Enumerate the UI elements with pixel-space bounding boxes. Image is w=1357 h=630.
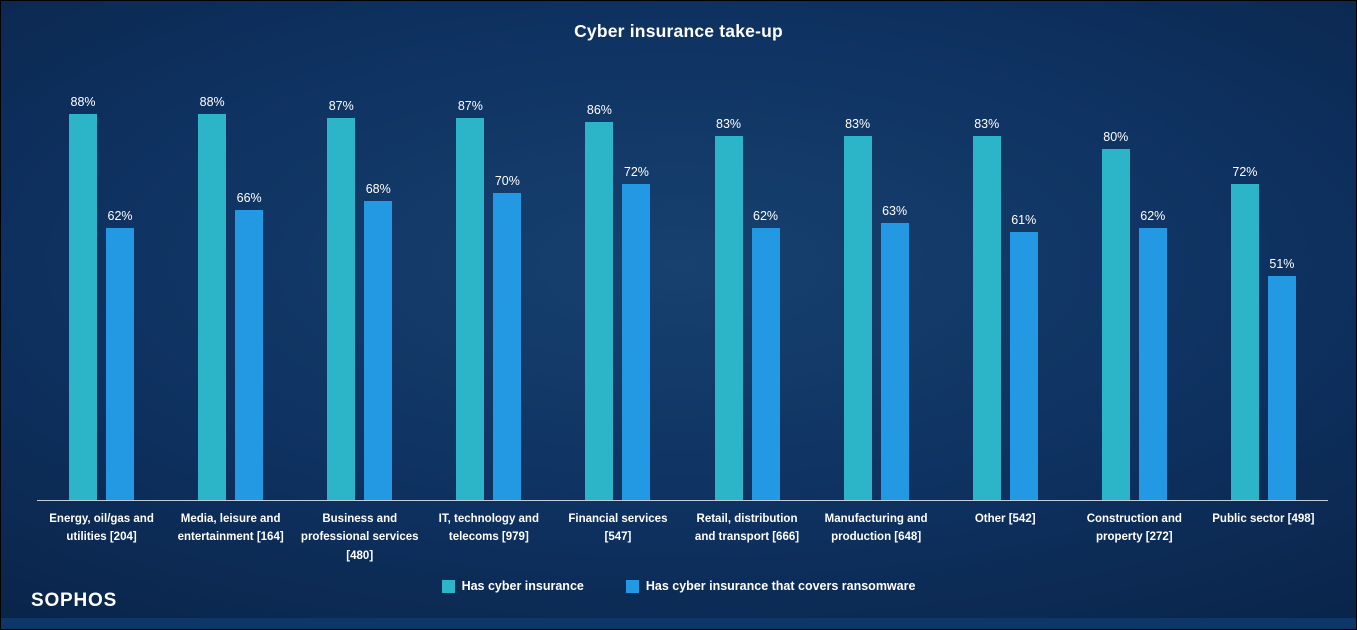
bar-wrap: 62% [106,61,135,500]
bar [1230,183,1259,500]
bar-wrap: 83% [714,61,743,500]
legend-label: Has cyber insurance [461,579,584,593]
bar-group: 87% 70% [424,61,553,500]
bar-wrap: 88% [69,61,98,500]
category-label: Public sector [498] [1212,513,1315,525]
bar [327,118,356,500]
bar [880,223,909,500]
chart-title: Cyber insurance take-up [574,21,783,41]
bar [585,122,614,500]
bar [843,135,872,500]
bar-wrap: 72% [1230,61,1259,500]
legend-swatch [441,579,455,593]
bar [751,227,780,500]
bar-value-label: 83% [974,116,1000,131]
legend: Has cyber insurance Has cyber insurance t… [1,579,1356,593]
bar-group: 72% 51% [1199,61,1328,500]
bar-group: 80% 62% [1070,61,1199,500]
bar [1009,232,1038,500]
bar [235,210,264,500]
bar-value-label: 51% [1269,257,1295,272]
bar-wrap: 83% [843,61,872,500]
category-label: Construction and property [272] [1086,513,1182,544]
bar-wrap: 68% [364,61,393,500]
category-label: Media, leisure and entertainment [164] [177,513,284,544]
bar [1267,276,1296,500]
bar-value-label: 61% [1011,213,1037,228]
sophos-logo: SOPHOS [31,590,118,611]
bar-value-label: 72% [1232,164,1258,179]
category-label: Business and professional services [480] [300,513,419,562]
bar-wrap: 61% [1009,61,1038,500]
legend-item: Has cyber insurance [441,579,584,593]
bar-group: 83% 62% [682,61,811,500]
bar-value-label: 87% [328,99,354,114]
bar [1138,227,1167,500]
bar-value-label: 62% [1140,208,1166,223]
category-label: Financial services [547] [568,513,668,544]
bar-wrap: 66% [235,61,264,500]
bar-wrap: 72% [622,61,651,500]
bar-value-label: 88% [70,94,96,109]
bar-value-label: 66% [236,191,262,206]
bar-value-label: 62% [107,208,133,223]
bar-group: 88% 62% [37,61,166,500]
bar-wrap: 88% [198,61,227,500]
bar [364,201,393,500]
bar [456,118,485,500]
bar-group: 83% 61% [941,61,1070,500]
bar-wrap: 51% [1267,61,1296,500]
bars-row: 88% 62% 88% 66% 87% 68% 87% 70% 86% 72% 83% 62% 83% 6… [37,61,1328,501]
legend-swatch [625,579,639,593]
bar [622,183,651,500]
bar [714,135,743,500]
bar-wrap: 80% [1101,61,1130,500]
legend-item: Has cyber insurance that covers ransomwa… [625,579,916,593]
bar-value-label: 72% [623,164,649,179]
bar-value-label: 62% [753,208,779,223]
category-label: Retail, distribution and transport [666] [694,513,800,544]
bar-value-label: 87% [457,99,483,114]
bar-value-label: 88% [199,94,225,109]
bar-wrap: 87% [327,61,356,500]
bar-value-label: 70% [494,173,520,188]
bar-wrap: 62% [751,61,780,500]
category-label: Other [542] [974,513,1036,525]
bar-value-label: 83% [845,116,871,131]
bar-value-label: 83% [716,116,742,131]
bar [493,192,522,500]
bar-value-label: 86% [586,103,612,118]
bar-wrap: 83% [972,61,1001,500]
category-label: Manufacturing and production [648] [824,513,928,544]
bar-group: 83% 63% [812,61,941,500]
bar-value-label: 63% [882,204,908,219]
bar-value-label: 80% [1103,129,1129,144]
bar-wrap: 63% [880,61,909,500]
bar [106,227,135,500]
bar-group: 86% 72% [553,61,682,500]
category-labels-row: Energy, oil/gas and utilities [204] Media… [37,510,1328,565]
category-label: IT, technology and telecoms [979] [438,513,539,544]
bar-wrap: 70% [493,61,522,500]
category-label: Energy, oil/gas and utilities [204] [49,513,154,544]
bar-wrap: 87% [456,61,485,500]
bar-wrap: 62% [1138,61,1167,500]
bar [1101,148,1130,500]
bar-group: 87% 68% [295,61,424,500]
bar-value-label: 68% [365,182,391,197]
bar [69,113,98,500]
bar [972,135,1001,500]
bar-group: 88% 66% [166,61,295,500]
footer-band [1,618,1356,629]
legend-label: Has cyber insurance that covers ransomwa… [645,579,916,593]
plot-area: 88% 62% 88% 66% 87% 68% 87% 70% 86% 72% 83% 62% 83% 6… [37,61,1328,565]
bar [198,113,227,500]
bar-wrap: 86% [585,61,614,500]
